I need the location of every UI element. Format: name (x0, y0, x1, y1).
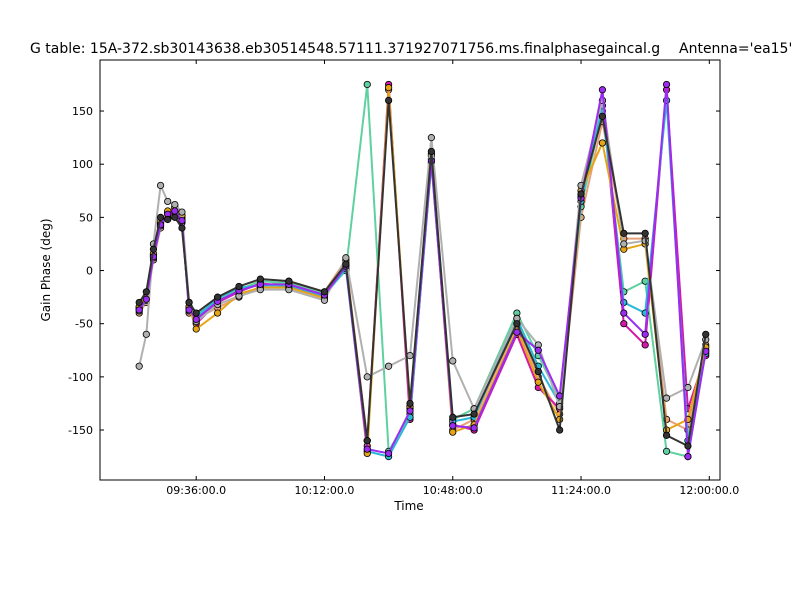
data-point (702, 330, 710, 338)
data-point (192, 309, 200, 317)
x-tick-label: 09:36:00.0 (166, 484, 226, 497)
data-point (534, 346, 542, 354)
data-point (662, 394, 671, 402)
data-point (363, 373, 371, 381)
data-point (178, 216, 186, 225)
data-point (513, 320, 521, 328)
data-point (178, 224, 186, 232)
data-point (135, 362, 143, 370)
data-point (620, 320, 628, 328)
data-point (342, 260, 350, 268)
x-tick-label: 10:12:00.0 (295, 484, 355, 497)
data-point (449, 428, 457, 436)
data-point (684, 453, 692, 461)
data-point (256, 275, 264, 283)
y-axis-label: Gain Phase (deg) (39, 218, 53, 321)
y-tick-label: 50 (79, 211, 93, 224)
data-point (192, 315, 200, 324)
data-point (534, 367, 542, 376)
data-point (598, 86, 607, 94)
y-tick-label: -100 (68, 371, 93, 384)
data-point (213, 293, 222, 301)
data-point (620, 240, 628, 248)
x-tick-label: 11:24:00.0 (551, 484, 611, 497)
data-point (577, 190, 585, 198)
data-point (171, 201, 179, 209)
data-point (406, 399, 414, 408)
y-tick-label: -50 (75, 318, 93, 331)
data-point (620, 309, 628, 317)
data-point (235, 282, 243, 291)
data-point (185, 306, 193, 314)
y-tick-label: -150 (68, 424, 93, 437)
data-point (406, 407, 414, 415)
data-point (385, 362, 393, 370)
data-point (342, 254, 350, 262)
data-point (192, 325, 200, 333)
y-tick-label: 0 (86, 265, 93, 278)
data-point (662, 447, 671, 455)
data-point (684, 383, 692, 392)
series-layer (135, 80, 710, 461)
series-7 (135, 80, 710, 461)
y-tick-label: 100 (72, 158, 93, 171)
data-point (470, 410, 478, 418)
y-axis: -150 -100 -50 0 50 100 150 (68, 105, 720, 437)
data-point (662, 431, 671, 439)
x-tick-label: 10:48:00.0 (423, 484, 483, 497)
series-8 (135, 96, 710, 450)
data-point (178, 208, 186, 216)
data-point (149, 245, 158, 253)
data-point (385, 96, 393, 105)
data-point (598, 112, 607, 120)
data-point (449, 413, 457, 421)
data-point (620, 229, 628, 237)
data-point (427, 147, 435, 156)
data-point (185, 298, 193, 307)
data-point (363, 80, 371, 89)
y-tick-label: 150 (72, 105, 93, 118)
data-point (164, 197, 172, 206)
x-axis-label: Time (393, 499, 423, 513)
data-point (142, 295, 150, 303)
data-point (171, 207, 179, 215)
data-point (598, 139, 607, 147)
data-point (385, 84, 393, 92)
data-point (449, 422, 457, 430)
data-point (142, 330, 150, 338)
data-point (213, 309, 222, 317)
data-point (684, 442, 692, 450)
data-point (363, 437, 371, 445)
x-tick-label: 12:00:00.0 (679, 484, 739, 497)
data-point (285, 277, 293, 285)
plot-frame (99, 59, 721, 481)
antenna-label: Antenna='ea15' (679, 41, 792, 57)
data-point (449, 357, 457, 365)
data-point (641, 341, 649, 349)
data-point (556, 426, 564, 434)
data-point (363, 445, 371, 453)
data-point (385, 449, 393, 458)
chart-title: G table: 15A-372.sb30143638.eb30514548.5… (30, 41, 660, 57)
data-point (662, 80, 671, 89)
x-axis: 09:36:00.0 10:12:00.0 10:48:00.0 11:24:00.0… (166, 60, 739, 497)
data-point (164, 215, 172, 224)
data-point (135, 306, 143, 314)
data-point (427, 134, 435, 142)
data-point (142, 288, 150, 296)
data-point (641, 330, 649, 338)
data-point (156, 181, 165, 190)
data-point (156, 213, 165, 221)
data-point (320, 288, 329, 296)
data-point (641, 229, 649, 237)
data-point (171, 213, 179, 221)
data-point (470, 424, 478, 432)
data-point (135, 298, 143, 307)
